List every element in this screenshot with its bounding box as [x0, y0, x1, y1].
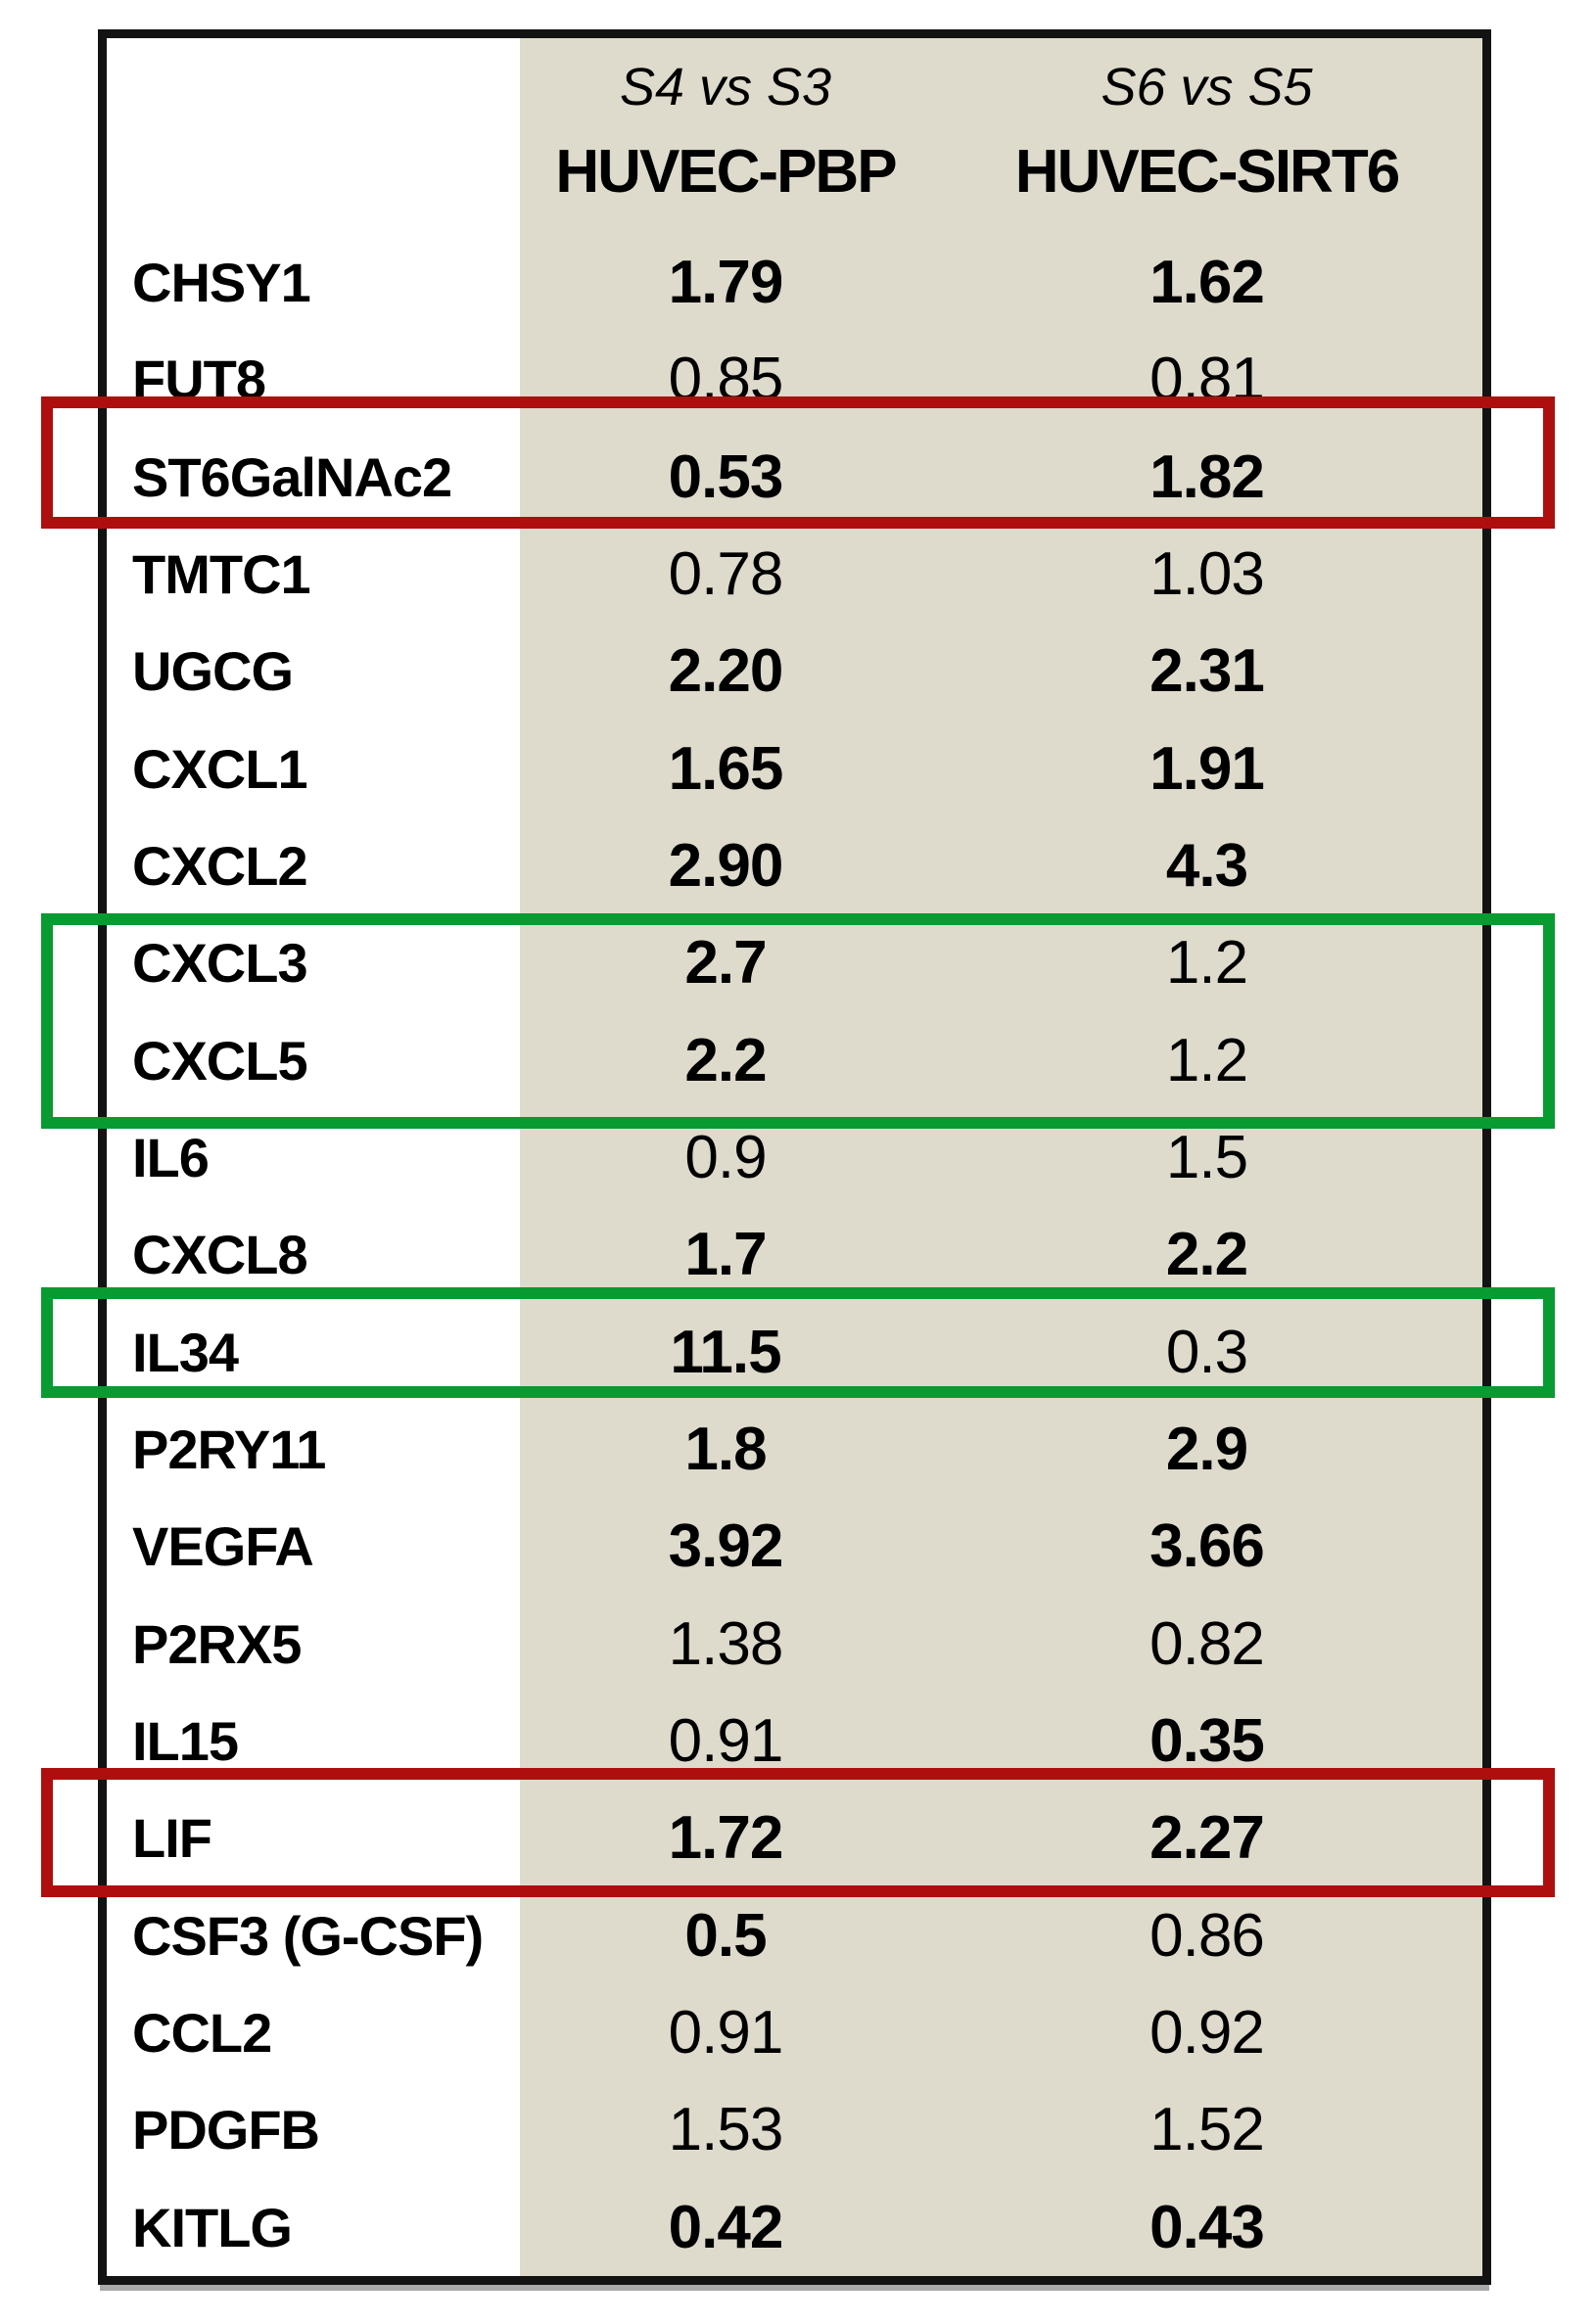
value-huvec-pbp: 0.5 [684, 1901, 767, 1970]
value-huvec-sirt6: 0.86 [1149, 1901, 1265, 1970]
gene-name: CXCL5 [132, 1029, 308, 1092]
value-huvec-sirt6: 2.27 [1149, 1804, 1265, 1873]
value-huvec-pbp: 1.79 [668, 249, 784, 317]
gene-name: VEGFA [132, 1515, 314, 1578]
table-header: S4 vs S3 HUVEC-PBP S6 vs S5 HUVEC-SIRT6 [107, 38, 1482, 234]
gene-name: CXCL2 [132, 835, 308, 898]
value-huvec-sirt6: 0.82 [1149, 1609, 1265, 1678]
value-huvec-pbp: 1.72 [668, 1804, 784, 1873]
value-huvec-sirt6: 1.82 [1149, 442, 1265, 511]
expression-table: S4 vs S3 HUVEC-PBP S6 vs S5 HUVEC-SIRT6 … [98, 29, 1491, 2285]
value-huvec-pbp: 11.5 [670, 1318, 781, 1386]
gene-name: LIF [132, 1807, 212, 1870]
value-huvec-sirt6: 3.66 [1149, 1512, 1265, 1581]
value-huvec-pbp: 0.91 [668, 1999, 784, 2068]
value-huvec-pbp: 3.92 [668, 1512, 784, 1581]
value-huvec-sirt6: 1.03 [1149, 540, 1265, 609]
gene-name: PDGFB [132, 2099, 320, 2161]
table-row: P2RX5 1.38 0.82 [107, 1596, 1482, 1693]
gene-name: UGCG [132, 640, 294, 703]
value-huvec-pbp: 2.7 [684, 929, 767, 998]
gene-name: IL15 [132, 1710, 239, 1773]
table-row: CXCL5 2.2 1.2 [107, 1012, 1482, 1109]
value-huvec-pbp: 0.91 [668, 1707, 784, 1776]
gene-name: CXCL1 [132, 737, 308, 800]
gene-name: ST6GalNAc2 [132, 445, 452, 508]
value-huvec-sirt6: 0.3 [1165, 1318, 1248, 1386]
value-huvec-sirt6: 1.52 [1149, 2096, 1265, 2164]
highlight-box-green-cxcl3-cxcl5 [41, 913, 1555, 1129]
table-row: P2RY11 1.8 2.9 [107, 1401, 1482, 1498]
gene-name: P2RX5 [132, 1612, 302, 1675]
value-huvec-sirt6: 1.2 [1165, 1026, 1248, 1094]
highlight-box-red-st6galnac2 [41, 396, 1555, 529]
value-huvec-pbp: 1.38 [668, 1609, 784, 1678]
value-huvec-pbp: 1.53 [668, 2096, 784, 2164]
table-row: KITLG 0.42 0.43 [107, 2179, 1482, 2276]
value-huvec-pbp: 2.2 [684, 1026, 767, 1094]
table-row: CHSY1 1.79 1.62 [107, 234, 1482, 331]
value-huvec-sirt6: 1.62 [1149, 249, 1265, 317]
table-rows: CHSY1 1.79 1.62 FUT8 0.85 0.81 ST6GalNAc… [107, 234, 1482, 2276]
header-gene-column-spacer [107, 38, 520, 234]
highlight-box-green-il34 [41, 1287, 1555, 1398]
value-huvec-pbp: 0.42 [668, 2193, 784, 2261]
gene-name: IL6 [132, 1127, 210, 1189]
header-col-huvec-pbp: S4 vs S3 HUVEC-PBP [520, 38, 931, 234]
table-row: CXCL2 2.90 4.3 [107, 817, 1482, 914]
table-row: VEGFA 3.92 3.66 [107, 1498, 1482, 1595]
gene-name: CCL2 [132, 2002, 272, 2065]
value-huvec-sirt6: 2.2 [1165, 1221, 1248, 1289]
data-columns-shading [520, 38, 1482, 2276]
table-row: CXCL8 1.7 2.2 [107, 1206, 1482, 1303]
gene-name: CHSY1 [132, 252, 311, 314]
value-huvec-pbp: 2.90 [668, 832, 784, 901]
value-huvec-sirt6: 4.3 [1165, 832, 1248, 901]
value-huvec-sirt6: 1.5 [1165, 1124, 1248, 1192]
highlight-box-red-lif [41, 1768, 1555, 1897]
value-huvec-sirt6: 0.43 [1149, 2193, 1265, 2261]
value-huvec-sirt6: 0.35 [1149, 1707, 1265, 1776]
table-row: ST6GalNAc2 0.53 1.82 [107, 429, 1482, 526]
table-row: IL15 0.91 0.35 [107, 1693, 1482, 1789]
gene-name: IL34 [132, 1321, 239, 1383]
gene-name: KITLG [132, 2196, 293, 2258]
gene-name: CSF3 (G-CSF) [132, 1904, 484, 1967]
cell-line-label-huvec-pbp: HUVEC-PBP [555, 137, 897, 206]
value-huvec-sirt6: 1.91 [1149, 734, 1265, 803]
table-content: S4 vs S3 HUVEC-PBP S6 vs S5 HUVEC-SIRT6 … [107, 38, 1482, 2276]
value-huvec-sirt6: 0.92 [1149, 1999, 1265, 2068]
value-huvec-pbp: 1.7 [684, 1221, 767, 1289]
value-huvec-sirt6: 1.2 [1165, 929, 1248, 998]
gene-name: CXCL3 [132, 932, 308, 995]
gene-name: CXCL8 [132, 1224, 308, 1286]
comparison-label-s4-vs-s3: S4 vs S3 [619, 58, 832, 116]
table-row: IL6 0.9 1.5 [107, 1109, 1482, 1206]
table-row: CCL2 0.91 0.92 [107, 1984, 1482, 2081]
value-huvec-pbp: 0.53 [668, 442, 784, 511]
comparison-label-s6-vs-s5: S6 vs S5 [1101, 58, 1313, 116]
table-row: IL34 11.5 0.3 [107, 1304, 1482, 1401]
table-row: UGCG 2.20 2.31 [107, 623, 1482, 720]
table-row: CXCL1 1.65 1.91 [107, 720, 1482, 817]
value-huvec-sirt6: 2.9 [1165, 1416, 1248, 1484]
table-row: LIF 1.72 2.27 [107, 1789, 1482, 1886]
gene-name: TMTC1 [132, 543, 311, 606]
value-huvec-pbp: 1.8 [684, 1416, 767, 1484]
table-row: PDGFB 1.53 1.52 [107, 2081, 1482, 2178]
header-col-huvec-sirt6: S6 vs S5 HUVEC-SIRT6 [931, 38, 1482, 234]
gene-name: P2RY11 [132, 1418, 326, 1481]
cell-line-label-huvec-sirt6: HUVEC-SIRT6 [1014, 137, 1400, 206]
value-huvec-pbp: 1.65 [668, 734, 784, 803]
value-huvec-pbp: 2.20 [668, 637, 784, 706]
table-row: CSF3 (G-CSF) 0.5 0.86 [107, 1887, 1482, 1984]
table-row: TMTC1 0.78 1.03 [107, 526, 1482, 623]
value-huvec-pbp: 0.78 [668, 540, 784, 609]
table-row: CXCL3 2.7 1.2 [107, 914, 1482, 1011]
value-huvec-sirt6: 2.31 [1149, 637, 1265, 706]
value-huvec-pbp: 0.9 [684, 1124, 767, 1192]
